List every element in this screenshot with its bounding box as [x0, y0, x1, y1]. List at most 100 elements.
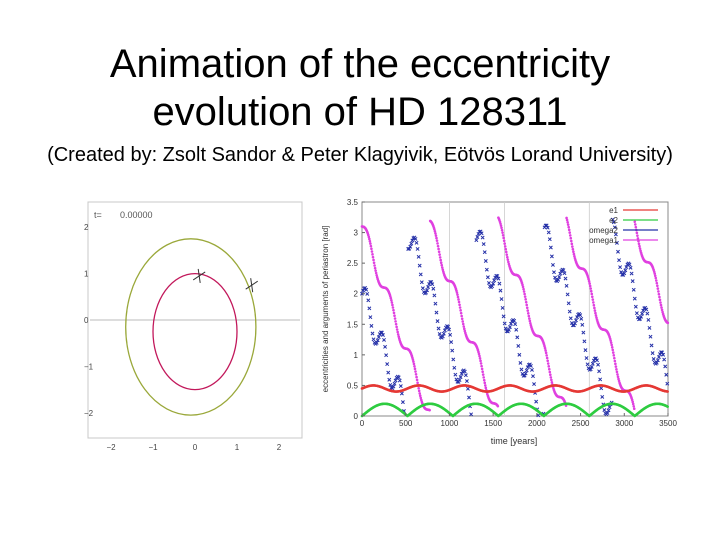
omega1-point [631, 402, 635, 406]
omega1-point [482, 378, 486, 382]
e1-point [666, 390, 669, 393]
omega1-point [547, 367, 551, 371]
omega1-point [525, 303, 529, 307]
omega1-point [527, 314, 531, 318]
omega2-point [583, 348, 588, 353]
omega2-point [507, 325, 512, 329]
omega1-point [504, 250, 508, 254]
evolution-chart: 0 500 1000 1500 2000 2500 3000 3500 0 0.5 1 1.5 2 2.5… [318, 192, 678, 450]
omega1-point [593, 309, 597, 312]
omega1-point [610, 346, 614, 349]
omega2-point [417, 263, 422, 268]
omega1-point [549, 376, 553, 379]
omega1-point [660, 308, 664, 312]
omega1-point [565, 218, 569, 222]
omega1-point [587, 277, 590, 281]
omega1-point [417, 389, 421, 393]
omega1-point [458, 303, 461, 307]
omega1-point [613, 356, 616, 360]
omega1-point [441, 268, 445, 271]
omega2-point [420, 286, 425, 291]
omega2-point [646, 317, 651, 322]
omega1-point [434, 234, 438, 237]
omega1-point [396, 333, 400, 336]
omega1-point [501, 233, 505, 237]
omega2-point [640, 311, 645, 316]
omega1-point [526, 312, 530, 315]
omega1-point [437, 250, 441, 254]
omega2-point [474, 238, 479, 243]
omega1-point [435, 239, 439, 242]
omega1-point [413, 367, 417, 371]
omega1-point [548, 370, 552, 374]
omega2-point [501, 314, 506, 319]
omega2-point [371, 337, 376, 342]
omega1-point [433, 229, 437, 233]
orbit-y-tick-label: 1 [84, 270, 89, 279]
omega1-point [438, 256, 442, 259]
omega2-point [618, 265, 623, 270]
omega1-point [434, 232, 437, 235]
omega2-point [630, 279, 635, 284]
omega2-point [440, 334, 445, 339]
omega2-point [464, 379, 469, 384]
omega2-point [606, 408, 611, 413]
orbit-x-tick-label: 1 [235, 443, 240, 452]
omega2-point [524, 368, 529, 373]
omega2-point [634, 311, 639, 316]
omega1-point [375, 273, 378, 277]
omega2-point [396, 375, 401, 380]
omega1-point [633, 220, 637, 224]
omega1-point [369, 244, 373, 248]
omega2-point [494, 273, 499, 278]
legend-entry-e1: e1 [609, 206, 658, 215]
omega2-point [367, 306, 372, 311]
omega2-point [562, 271, 567, 276]
omega2-point [498, 288, 503, 293]
omega1-point [589, 289, 593, 293]
omega2-point [456, 379, 461, 384]
omega2-point [590, 361, 595, 366]
omega1-point [372, 261, 376, 265]
omega2-point [530, 367, 534, 372]
omega1-point [477, 352, 481, 356]
omega2-point [566, 301, 571, 306]
omega1-point [592, 301, 595, 304]
omega2-point [579, 316, 584, 321]
omega1-point [479, 359, 482, 363]
omega1-point [614, 365, 618, 368]
omega2-point [633, 304, 638, 309]
omega2-point [549, 254, 554, 259]
omega1-point [522, 290, 526, 293]
omega2-point [475, 235, 480, 239]
omega2-point [557, 275, 562, 279]
omega2-point [437, 331, 442, 336]
omega2-point [514, 327, 519, 332]
omega2-point [364, 287, 369, 292]
omega2-point [433, 301, 438, 306]
omega1-point [506, 258, 510, 261]
omega2-point [651, 357, 656, 361]
omega1-point [567, 228, 571, 232]
omega2-point [392, 381, 397, 386]
slide-subtitle: (Created by: Zsolt Sandor & Peter Klagyi… [47, 144, 673, 166]
omega1-point [418, 392, 422, 395]
omega2-point [639, 314, 644, 319]
legend-label: omega1 [589, 236, 618, 245]
omega2-point [379, 330, 384, 335]
omega2-point [436, 326, 441, 331]
omega2-point [503, 326, 508, 331]
omega1-point [416, 381, 419, 385]
omega1-point [566, 220, 569, 224]
omega1-point [658, 295, 661, 299]
omega1-point [435, 236, 438, 240]
x-tick-label: 1000 [441, 419, 459, 428]
omega1-point [609, 339, 612, 342]
omega2-point [425, 288, 430, 293]
omega2-point [578, 313, 583, 318]
omega1-point [544, 351, 548, 355]
omega1-point [660, 306, 663, 309]
omega2-point [588, 367, 593, 372]
omega1-point [615, 368, 618, 371]
omega2-point [492, 278, 497, 283]
